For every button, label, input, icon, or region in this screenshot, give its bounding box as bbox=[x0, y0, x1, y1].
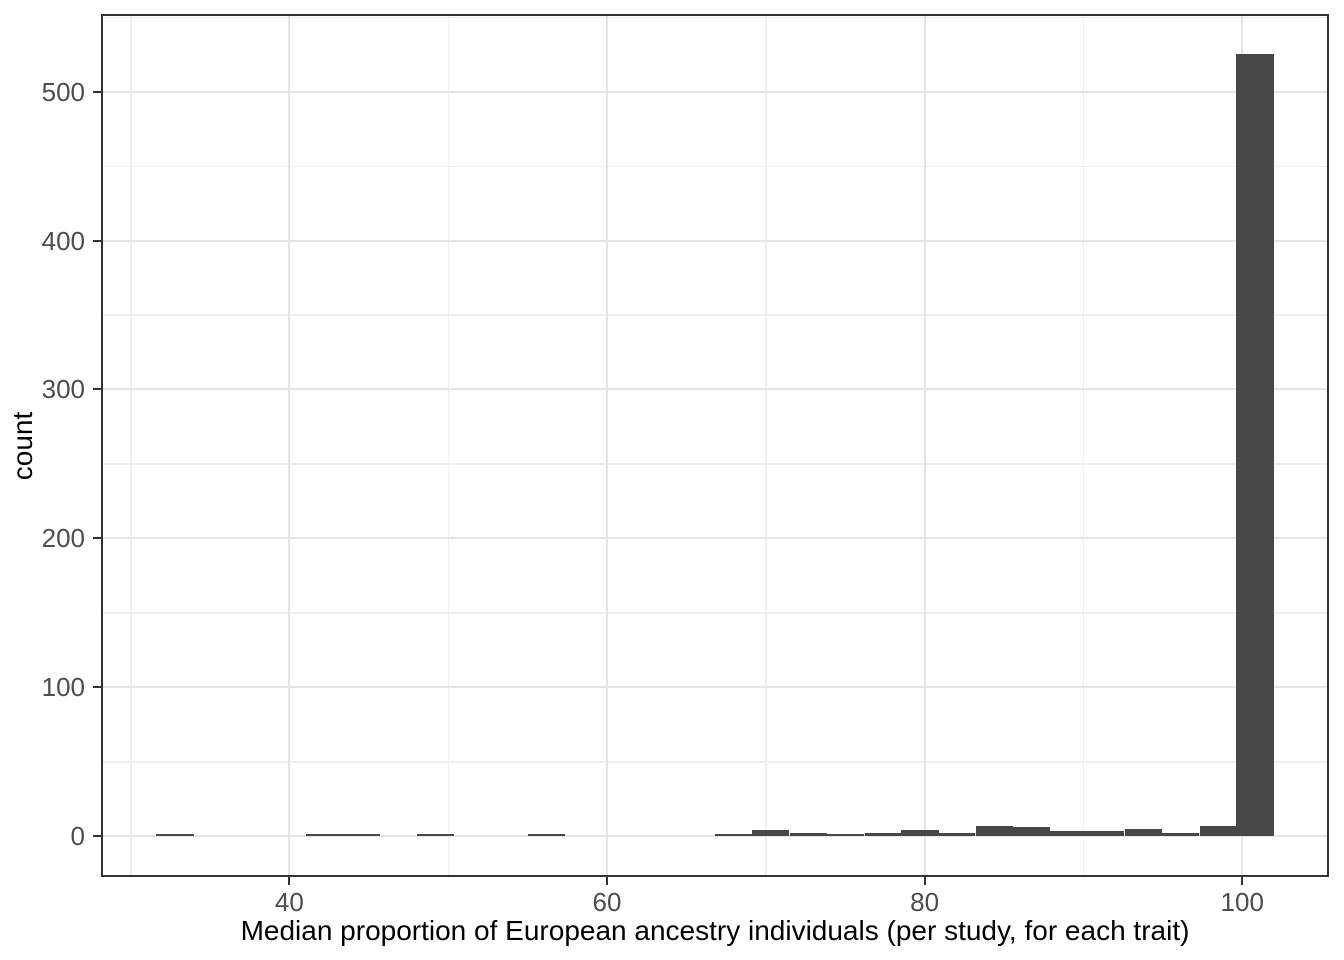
x-axis-tick bbox=[606, 876, 608, 885]
histogram-bar bbox=[901, 830, 939, 836]
y-axis-tick bbox=[93, 239, 102, 242]
gridline-y-major bbox=[102, 388, 1328, 391]
histogram-bar bbox=[416, 834, 455, 836]
gridline-y-minor bbox=[102, 314, 1328, 316]
gridline-y-minor bbox=[102, 612, 1328, 614]
y-axis-tick-label: 100 bbox=[41, 672, 85, 703]
gridline-x-minor bbox=[1082, 15, 1085, 876]
histogram-bar bbox=[305, 834, 343, 836]
histogram-bar bbox=[975, 825, 1014, 836]
gridline-y-minor bbox=[102, 761, 1328, 763]
y-axis-tick-label: 0 bbox=[70, 820, 85, 851]
y-axis-tick bbox=[93, 388, 102, 391]
histogram-bar bbox=[864, 832, 902, 836]
gridline-x-major bbox=[923, 15, 926, 876]
x-axis-tick-label: 60 bbox=[592, 887, 622, 917]
y-axis-tick bbox=[93, 537, 102, 540]
histogram-bar bbox=[1087, 831, 1125, 836]
plot-panel bbox=[102, 15, 1328, 876]
histogram-bar bbox=[1161, 832, 1199, 836]
gridline-y-major bbox=[102, 239, 1328, 242]
gridline-x-major bbox=[288, 15, 291, 876]
histogram-bar bbox=[1125, 828, 1163, 836]
histogram-bar bbox=[528, 834, 566, 836]
gridline-y-minor bbox=[102, 165, 1328, 168]
gridline-y-major bbox=[102, 537, 1328, 540]
histogram-bar bbox=[1050, 831, 1088, 836]
histogram-bar bbox=[1199, 825, 1238, 836]
histogram-bar bbox=[156, 834, 194, 836]
y-axis-tick bbox=[93, 834, 102, 837]
y-axis-title: count bbox=[7, 411, 38, 480]
histogram-bar bbox=[937, 832, 976, 836]
x-axis-tick bbox=[923, 876, 926, 885]
histogram-bar bbox=[1012, 827, 1050, 836]
y-axis-tick-label: 400 bbox=[41, 225, 85, 256]
x-axis-tick-label: 80 bbox=[910, 887, 940, 917]
histogram-bar bbox=[790, 832, 828, 836]
histogram-bar bbox=[826, 834, 864, 836]
x-axis-tick-label: 40 bbox=[274, 887, 304, 917]
x-axis-tick bbox=[288, 876, 291, 885]
y-axis-tick-label: 200 bbox=[41, 523, 85, 554]
x-axis-title: Median proportion of European ancestry i… bbox=[240, 915, 1190, 946]
x-axis-tick bbox=[1241, 876, 1244, 885]
gridline-x-minor bbox=[130, 15, 132, 876]
histogram-bar bbox=[715, 834, 753, 836]
histogram-bar bbox=[751, 830, 790, 836]
gridline-x-minor bbox=[447, 15, 450, 876]
y-axis-tick-label: 300 bbox=[41, 374, 85, 405]
gridline-y-minor bbox=[102, 463, 1328, 465]
gridline-x-major bbox=[606, 15, 608, 876]
histogram-bar bbox=[342, 834, 380, 836]
x-axis-tick-label: 100 bbox=[1220, 887, 1264, 917]
y-axis-tick bbox=[93, 686, 102, 689]
gridline-y-major bbox=[102, 834, 1328, 837]
gridline-y-minor bbox=[102, 16, 1328, 19]
y-axis-tick-label: 500 bbox=[41, 76, 85, 107]
gridline-x-minor bbox=[765, 15, 767, 876]
gridline-y-major bbox=[102, 90, 1328, 93]
gridline-y-major bbox=[102, 686, 1328, 689]
y-axis-tick bbox=[93, 90, 102, 93]
histogram-bar bbox=[1236, 54, 1274, 836]
